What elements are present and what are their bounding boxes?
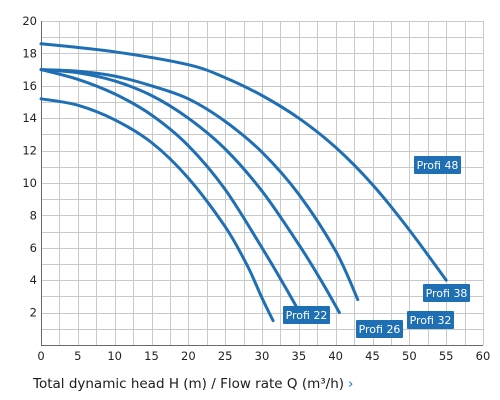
x-tick-label: 20 <box>181 349 196 363</box>
x-tick-label: 55 <box>439 349 454 363</box>
x-tick-label: 50 <box>402 349 417 363</box>
x-tick-label: 35 <box>292 349 307 363</box>
chevron-right-icon[interactable]: › <box>348 376 354 392</box>
curves <box>39 42 448 323</box>
y-tick-label: 14 <box>22 111 37 125</box>
series-label-box-profi-32 <box>407 311 454 329</box>
x-tick-label: 10 <box>107 349 122 363</box>
series-label-profi-32: Profi 32 <box>410 314 452 327</box>
curve-profi-48 <box>39 42 448 282</box>
x-tick-label: 5 <box>74 349 81 363</box>
series-label-box-profi-22 <box>283 306 330 324</box>
x-axis-label-row: Total dynamic head H (m) / Flow rate Q (… <box>33 376 353 392</box>
x-tick-label: 25 <box>218 349 233 363</box>
x-tick-label: 15 <box>144 349 159 363</box>
x-tick-label: 60 <box>476 349 491 363</box>
x-tick-label: 45 <box>365 349 380 363</box>
x-tick-label: 40 <box>328 349 343 363</box>
x-tick-label: 30 <box>255 349 270 363</box>
y-tick-label: 12 <box>22 144 37 158</box>
curve-profi-26 <box>39 68 304 319</box>
series-label-profi-22: Profi 22 <box>286 309 328 322</box>
curve-profi-22 <box>39 97 275 323</box>
x-axis-label: Total dynamic head H (m) / Flow rate Q (… <box>33 376 345 392</box>
y-tick-label: 4 <box>30 273 37 287</box>
curve-profi-32 <box>39 68 341 315</box>
y-tick-label: 18 <box>22 46 37 60</box>
x-tick-label: 0 <box>37 349 44 363</box>
curve-profi-38 <box>39 68 360 302</box>
y-tick-label: 10 <box>22 176 37 190</box>
series-label-profi-26: Profi 26 <box>359 323 401 336</box>
series-label-box-profi-38 <box>423 284 470 302</box>
series-label-box-profi-48 <box>414 156 461 174</box>
y-tick-label: 6 <box>30 241 37 255</box>
series-label-profi-38: Profi 38 <box>426 287 468 300</box>
y-tick-label: 20 <box>22 14 37 28</box>
y-tick-label: 16 <box>22 79 37 93</box>
y-tick-label: 2 <box>30 306 37 320</box>
series-label-profi-48: Profi 48 <box>417 159 459 172</box>
y-tick-label: 8 <box>30 208 37 222</box>
axes: 0 5 10 15 20 25 30 35 40 45 50 55 60 2 4 6 8 10 12 14 16 18 20 <box>22 14 490 363</box>
series-labels: Profi 22 Profi 26 Profi 32 Profi 38 Profi 48 <box>283 156 470 338</box>
series-label-box-profi-26 <box>356 320 403 338</box>
